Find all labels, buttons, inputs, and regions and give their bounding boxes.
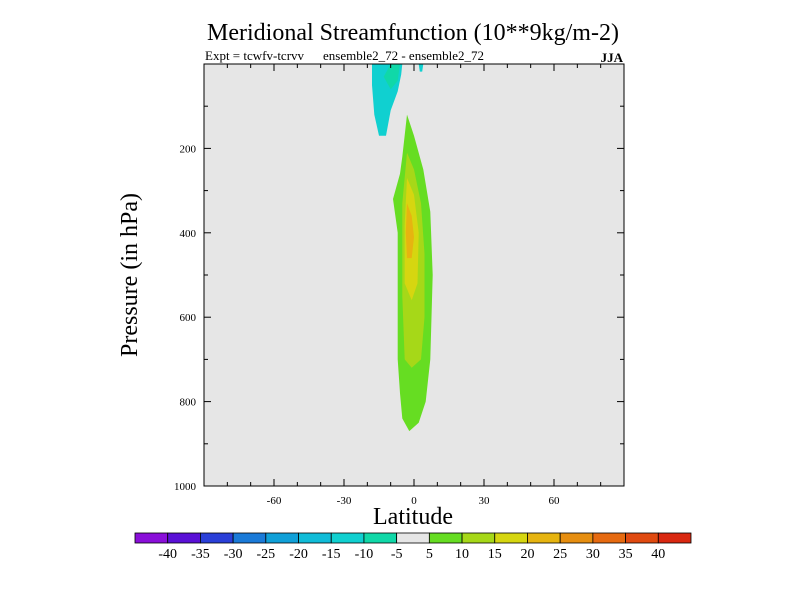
x-axis-title: Latitude: [373, 504, 453, 530]
colorbar-swatch: [363, 532, 398, 544]
colorbar-swatch: [527, 532, 561, 544]
colorbar-label: 30: [586, 547, 600, 562]
colorbar-swatch: [592, 532, 626, 544]
colorbar-label: 40: [651, 547, 665, 562]
season-label: JJA: [601, 50, 624, 65]
y-tick-label: 800: [180, 397, 197, 409]
y-tick-label: 600: [180, 312, 197, 324]
colorbar: -40 -35 -30 -25 -20 -15 -10 -5 5 10 15 20 25 30 35 40: [134, 532, 692, 562]
colorbar-swatch: [232, 532, 267, 544]
contour-region-2: [418, 64, 424, 72]
y-tick-label: 200: [180, 143, 197, 155]
colorbar-label: -15: [322, 547, 341, 562]
colorbar-label: -5: [391, 547, 403, 562]
colorbar-label: -10: [355, 547, 374, 562]
colorbar-label: 15: [488, 547, 502, 562]
experiment-label: Expt = tcwfv-tcrvv: [205, 48, 305, 63]
colorbar-swatch: [134, 532, 169, 544]
colorbar-swatch: [298, 532, 332, 544]
y-tick-label: 400: [180, 228, 197, 240]
colorbar-swatch: [559, 532, 594, 544]
colorbar-label: 25: [553, 547, 567, 562]
colorbar-label: -40: [158, 547, 177, 562]
colorbar-swatch: [428, 532, 463, 544]
colorbar-label: 35: [619, 547, 633, 562]
colorbar-label: 10: [455, 547, 469, 562]
colorbar-swatch: [330, 532, 365, 544]
colorbar-label: 20: [520, 547, 534, 562]
ensemble-label: ensemble2_72 - ensemble2_72: [323, 48, 484, 63]
x-tick-label: 30: [479, 495, 491, 507]
plot-area: -60 -30 0 30 60 200 400 600 800 1000: [174, 63, 625, 507]
colorbar-swatch: [657, 532, 692, 544]
y-tick-label: 1000: [174, 481, 197, 493]
colorbar-label: -25: [256, 547, 275, 562]
contour-region-1: [383, 64, 400, 90]
colorbar-label: -35: [191, 547, 210, 562]
chart-title: Meridional Streamfunction (10**9kg/m-2): [207, 20, 619, 46]
colorbar-label: -30: [224, 547, 243, 562]
colorbar-swatch: [167, 532, 201, 544]
colorbar-swatch: [265, 532, 299, 544]
x-tick-label: 60: [549, 495, 561, 507]
x-tick-label: -60: [267, 495, 282, 507]
colorbar-swatch: [494, 532, 528, 544]
x-tick-label: -30: [337, 495, 352, 507]
colorbar-swatch: [625, 532, 659, 544]
colorbar-swatch: [461, 532, 496, 544]
contour-region-6: [405, 203, 414, 259]
x-tick-label: 0: [411, 495, 417, 507]
colorbar-swatch: [200, 532, 234, 544]
colorbar-swatch: [396, 532, 430, 544]
colorbar-label: 5: [426, 547, 433, 562]
colorbar-label: -20: [289, 547, 308, 562]
y-axis-title: Pressure (in hPa): [117, 193, 143, 357]
